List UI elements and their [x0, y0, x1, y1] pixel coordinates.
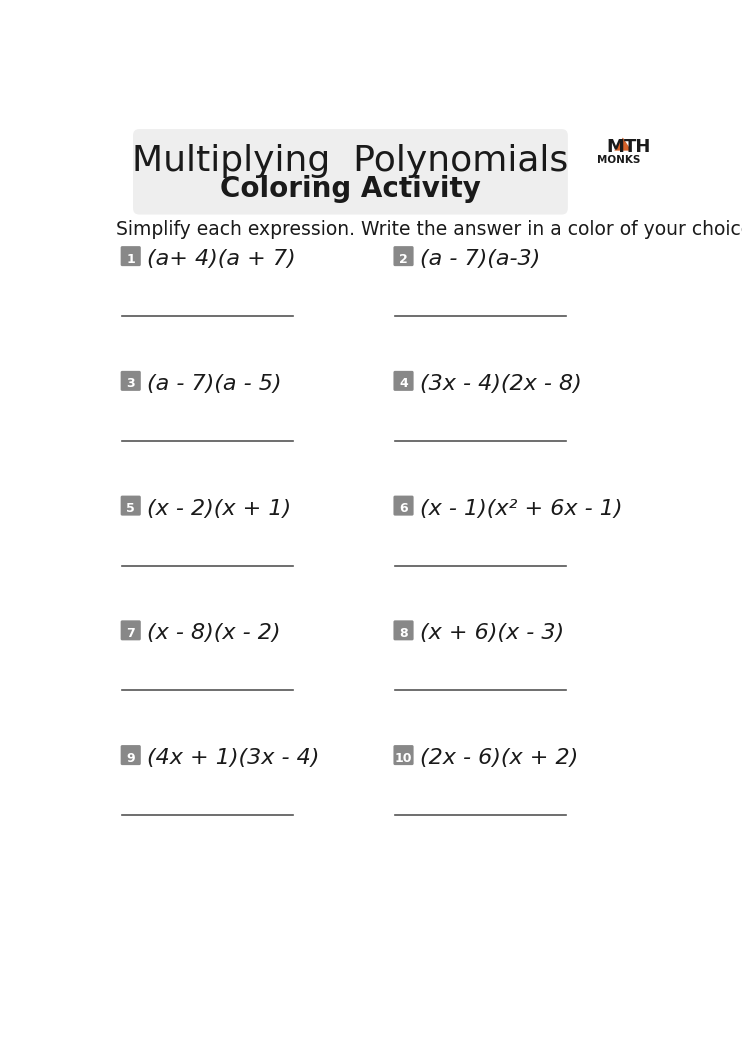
- FancyBboxPatch shape: [121, 746, 141, 765]
- FancyBboxPatch shape: [393, 371, 413, 391]
- Text: (x - 1)(x² + 6x - 1): (x - 1)(x² + 6x - 1): [420, 499, 623, 519]
- Text: Simplify each expression. Write the answer in a color of your choice.: Simplify each expression. Write the answ…: [116, 220, 742, 239]
- Text: (x - 8)(x - 2): (x - 8)(x - 2): [147, 624, 280, 644]
- FancyBboxPatch shape: [121, 246, 141, 266]
- Text: M: M: [606, 138, 625, 155]
- Text: (x - 2)(x + 1): (x - 2)(x + 1): [147, 499, 291, 519]
- Text: 4: 4: [399, 377, 408, 391]
- Text: (x + 6)(x - 3): (x + 6)(x - 3): [420, 624, 564, 644]
- Text: TH: TH: [623, 138, 651, 155]
- FancyBboxPatch shape: [393, 496, 413, 516]
- Text: (3x - 4)(2x - 8): (3x - 4)(2x - 8): [420, 374, 582, 394]
- Text: (a - 7)(a-3): (a - 7)(a-3): [420, 249, 540, 269]
- Text: 9: 9: [126, 752, 135, 764]
- Text: 6: 6: [399, 502, 408, 516]
- FancyBboxPatch shape: [133, 129, 568, 214]
- Text: (a - 7)(a - 5): (a - 7)(a - 5): [147, 374, 281, 394]
- Text: 3: 3: [126, 377, 135, 391]
- Text: 8: 8: [399, 627, 408, 639]
- Text: MONKS: MONKS: [597, 155, 640, 165]
- FancyBboxPatch shape: [393, 746, 413, 765]
- Text: (4x + 1)(3x - 4): (4x + 1)(3x - 4): [147, 749, 319, 769]
- FancyBboxPatch shape: [121, 371, 141, 391]
- FancyBboxPatch shape: [393, 246, 413, 266]
- Text: 10: 10: [395, 752, 413, 764]
- FancyBboxPatch shape: [121, 621, 141, 640]
- Text: Multiplying  Polynomials: Multiplying Polynomials: [132, 144, 568, 177]
- Text: (2x - 6)(x + 2): (2x - 6)(x + 2): [420, 749, 578, 769]
- Text: Coloring Activity: Coloring Activity: [220, 175, 481, 203]
- Polygon shape: [614, 138, 631, 150]
- Text: (a+ 4)(a + 7): (a+ 4)(a + 7): [147, 249, 295, 269]
- Text: 5: 5: [126, 502, 135, 516]
- Text: 2: 2: [399, 253, 408, 266]
- Text: 1: 1: [126, 253, 135, 266]
- FancyBboxPatch shape: [393, 621, 413, 640]
- Text: 7: 7: [126, 627, 135, 639]
- FancyBboxPatch shape: [121, 496, 141, 516]
